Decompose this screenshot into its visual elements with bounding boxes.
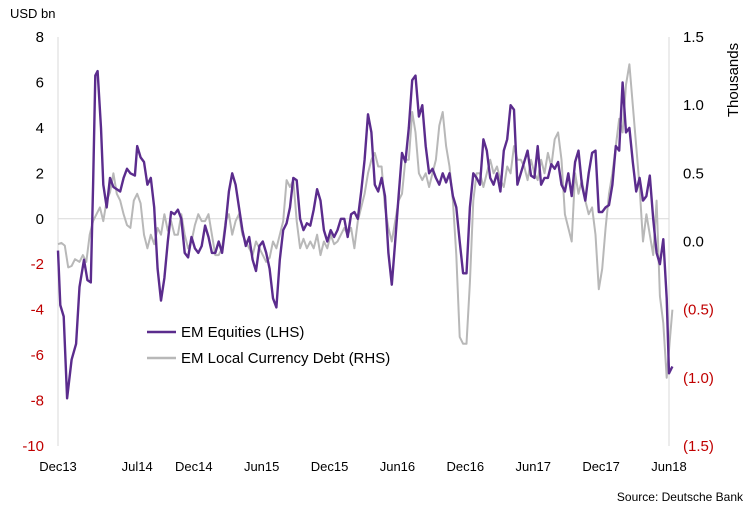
right-tick-label: 0.0: [683, 234, 704, 251]
right-tick-label: 1.0: [683, 97, 704, 114]
x-tick-label: Jun17: [516, 459, 551, 474]
x-tick-label: Dec15: [311, 459, 349, 474]
left-tick-label: 8: [36, 29, 44, 46]
series-layer: [56, 63, 674, 400]
legend: EM Equities (LHS) EM Local Currency Debt…: [147, 324, 390, 367]
series-line-em-equities: [56, 69, 674, 400]
source-note: Source: Deutsche Bank: [617, 490, 744, 504]
right-tick-label: 1.5: [683, 29, 704, 46]
left-tick-label: -10: [22, 438, 44, 455]
right-axis-label: Thousands: [725, 43, 742, 117]
x-tick-label: Dec16: [447, 459, 485, 474]
x-tick-label: Dec13: [39, 459, 77, 474]
right-tick-label: (0.5): [683, 302, 714, 319]
series-line-em-local-currency-debt: [57, 63, 674, 379]
x-tick-label: Jun18: [651, 459, 686, 474]
right-tick-label: (1.5): [683, 438, 714, 455]
x-tick-label: Jun15: [244, 459, 279, 474]
x-tick-label: Jul14: [122, 459, 153, 474]
right-tick-label: 0.5: [683, 165, 704, 182]
left-tick-label: 6: [36, 74, 44, 91]
left-tick-label: -2: [31, 256, 44, 273]
left-tick-label: -6: [31, 347, 44, 364]
legend-label-debt: EM Local Currency Debt (RHS): [181, 350, 390, 367]
x-tick-label: Dec17: [582, 459, 620, 474]
legend-label-equities: EM Equities (LHS): [181, 324, 304, 341]
left-tick-label: 2: [36, 165, 44, 182]
left-tick-label: 4: [36, 120, 44, 137]
x-axis-ticks: Dec13 Jul14 Dec14 Jun15 Dec15 Jun16 Dec16 Jun17…: [39, 459, 687, 474]
left-tick-label: 0: [36, 211, 44, 228]
x-tick-label: Jun16: [380, 459, 415, 474]
x-tick-label: Dec14: [175, 459, 213, 474]
right-tick-label: (1.0): [683, 370, 714, 387]
left-axis-ticks: 8 6 4 2 0 -2 -4 -6 -8 -10: [22, 29, 44, 455]
right-axis-ticks: 1.5 1.0 0.5 0.0 (0.5) (1.0) (1.5): [683, 29, 714, 455]
left-axis-unit: USD bn: [10, 6, 56, 21]
left-tick-label: -4: [31, 302, 44, 319]
left-tick-label: -8: [31, 393, 44, 410]
